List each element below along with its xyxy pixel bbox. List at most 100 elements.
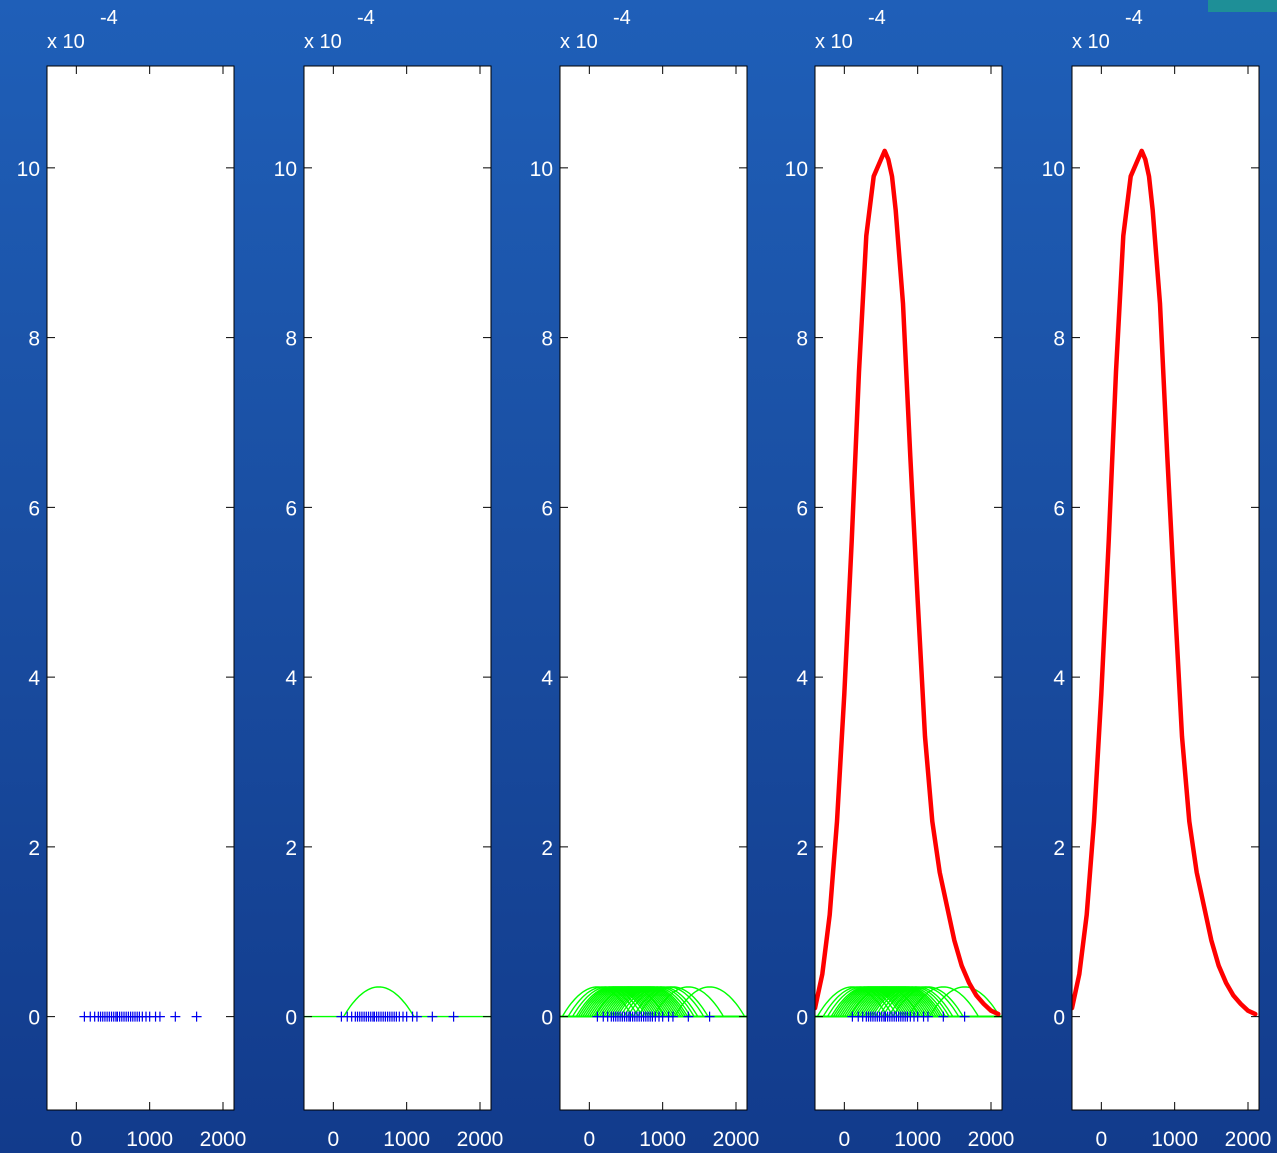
sample-marker-29: [427, 1011, 438, 1022]
x-tick-label: 0: [1095, 1128, 1107, 1151]
plot-frame: [559, 65, 748, 1111]
y-tick-label: 8: [1053, 328, 1065, 351]
panel-2: 0 1000 2000 0 2 4 6 8 10 x 10 -4: [274, 7, 504, 1151]
y-tick-label: 2: [796, 837, 808, 860]
y-tick-label: 0: [1053, 1007, 1065, 1030]
y-scale-exponent: -4: [613, 7, 631, 29]
y-tick-label: 2: [1053, 837, 1065, 860]
sample-marker-30: [704, 1011, 715, 1022]
y-tick-label: 6: [1053, 497, 1065, 520]
y-tick-label: 4: [796, 667, 808, 690]
x-tick-label: 1000: [894, 1128, 941, 1151]
y-tick-label: 2: [285, 837, 297, 860]
sample-marker-28: [667, 1011, 678, 1022]
y-tick-label: 4: [28, 667, 40, 690]
y-tick-label: 0: [541, 1007, 553, 1030]
sample-marker-30: [191, 1011, 202, 1022]
x-tick-label: 2000: [457, 1128, 504, 1151]
sample-marker-28: [922, 1011, 933, 1022]
plot-content: [1072, 148, 1258, 1017]
y-scale-exponent: -4: [357, 7, 375, 29]
y-scale-label: x 10: [560, 31, 598, 53]
x-tick-label: 0: [838, 1128, 850, 1151]
plot-content: [304, 986, 491, 1022]
panel-1: 0 1000 2000 0 2 4 6 8 10 x 10 -4: [17, 7, 247, 1151]
sample-marker-29: [938, 1011, 949, 1022]
kernel-1: [304, 986, 491, 1018]
y-tick-label: 0: [285, 1007, 297, 1030]
x-tick-label: 1000: [383, 1128, 430, 1151]
y-tick-label: 6: [28, 497, 40, 520]
y-tick-label: 2: [541, 837, 553, 860]
y-tick-label: 0: [796, 1007, 808, 1030]
x-tick-label: 1000: [126, 1128, 173, 1151]
y-tick-label: 6: [796, 497, 808, 520]
y-scale-exponent: -4: [100, 7, 118, 29]
x-tick-label: 0: [583, 1128, 595, 1151]
plot-frame: [303, 65, 492, 1111]
y-scale-exponent: -4: [1125, 7, 1143, 29]
plot-content: [79, 1011, 202, 1022]
y-tick-label: 4: [285, 667, 297, 690]
sample-marker-29: [683, 1011, 694, 1022]
y-tick-label: 6: [285, 497, 297, 520]
y-tick-label: 8: [28, 328, 40, 351]
sample-marker-28: [411, 1011, 422, 1022]
x-tick-label: 1000: [639, 1128, 686, 1151]
y-tick-label: 10: [1042, 158, 1065, 181]
plot-content: [815, 148, 1002, 1022]
kernel-26: [815, 986, 1002, 1018]
sample-marker-29: [170, 1011, 181, 1022]
y-scale-label: x 10: [815, 31, 853, 53]
y-tick-label: 10: [274, 158, 297, 181]
kernel-29: [560, 986, 747, 1018]
plot-content: [560, 986, 747, 1022]
y-scale-label: x 10: [47, 31, 85, 53]
plot-frame: [814, 65, 1003, 1111]
y-tick-label: 4: [1053, 667, 1065, 690]
y-tick-label: 8: [285, 328, 297, 351]
y-tick-label: 4: [541, 667, 553, 690]
y-scale-label: x 10: [1072, 31, 1110, 53]
plot-area: [815, 66, 1002, 1110]
sample-marker-30: [959, 1011, 970, 1022]
y-tick-label: 10: [785, 158, 808, 181]
x-tick-label: 2000: [200, 1128, 247, 1151]
x-tick-label: 0: [327, 1128, 339, 1151]
y-tick-label: 8: [796, 328, 808, 351]
panel-5: 0 1000 2000 0 2 4 6 8 10 x 10 -4: [1042, 7, 1272, 1151]
kernel-30: [560, 986, 747, 1018]
kernel-28: [560, 986, 747, 1018]
plot-area: [560, 66, 747, 1110]
density-sum-line: [815, 148, 1001, 1017]
y-tick-label: 10: [17, 158, 40, 181]
kernel-28: [815, 986, 1002, 1018]
plot-frame: [46, 65, 235, 1111]
kernel-26: [560, 986, 747, 1018]
kernel-30: [815, 986, 1002, 1018]
y-tick-label: 2: [28, 837, 40, 860]
y-tick-label: 6: [541, 497, 553, 520]
plot-area: [1072, 66, 1259, 1110]
x-tick-label: 2000: [713, 1128, 760, 1151]
y-scale-label: x 10: [304, 31, 342, 53]
kernel-29: [815, 986, 1002, 1018]
y-scale-exponent: -4: [868, 7, 886, 29]
y-tick-label: 10: [530, 158, 553, 181]
density-sum-line: [1072, 148, 1258, 1017]
corner-accent: [1208, 0, 1277, 12]
sample-marker-28: [154, 1011, 165, 1022]
plot-area: [304, 66, 491, 1110]
sample-marker-30: [448, 1011, 459, 1022]
panel-4: 0 1000 2000 0 2 4 6 8 10 x 10 -4: [785, 7, 1015, 1151]
plot-area: [47, 66, 234, 1110]
x-tick-label: 0: [70, 1128, 82, 1151]
plot-frame: [1071, 65, 1260, 1111]
x-tick-label: 2000: [1225, 1128, 1272, 1151]
y-tick-label: 0: [28, 1007, 40, 1030]
y-tick-label: 8: [541, 328, 553, 351]
x-tick-label: 2000: [968, 1128, 1015, 1151]
x-tick-label: 1000: [1151, 1128, 1198, 1151]
panel-3: 0 1000 2000 0 2 4 6 8 10 x 10 -4: [530, 7, 760, 1151]
